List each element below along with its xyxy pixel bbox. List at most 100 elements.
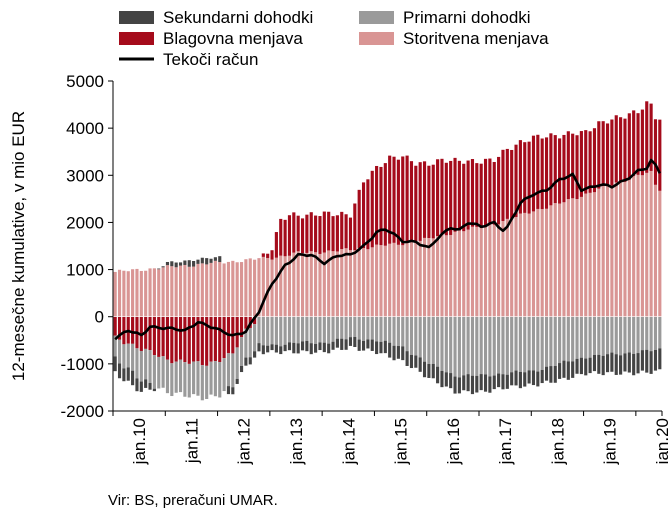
bar-storitvena-menjava bbox=[166, 265, 169, 317]
bar-storitvena-menjava bbox=[414, 243, 417, 317]
bar-sekundarni-dohodki bbox=[654, 350, 657, 371]
bar-storitvena-menjava bbox=[636, 175, 639, 317]
bar-primarni-dohodki bbox=[323, 317, 326, 343]
bar-blagovna-menjava bbox=[528, 142, 531, 214]
bar-sekundarni-dohodki bbox=[484, 374, 487, 391]
bar-blagovna-menjava bbox=[606, 123, 609, 186]
bar-storitvena-menjava bbox=[632, 176, 635, 317]
bar-sekundarni-dohodki bbox=[349, 337, 352, 346]
bar-primarni-dohodki bbox=[122, 344, 125, 368]
legend-label-blagovna-menjava: Blagovna menjava bbox=[163, 29, 303, 48]
bar-primarni-dohodki bbox=[196, 361, 199, 395]
bar-sekundarni-dohodki bbox=[249, 357, 252, 364]
bar-storitvena-menjava bbox=[567, 199, 570, 317]
bar-storitvena-menjava bbox=[436, 236, 439, 317]
bar-blagovna-menjava bbox=[310, 212, 313, 251]
bar-sekundarni-dohodki bbox=[183, 261, 186, 265]
bar-sekundarni-dohodki bbox=[201, 258, 204, 264]
bar-storitvena-menjava bbox=[218, 262, 221, 317]
bar-blagovna-menjava bbox=[345, 214, 348, 248]
bar-storitvena-menjava bbox=[310, 251, 313, 316]
bar-primarni-dohodki bbox=[135, 348, 138, 378]
bar-blagovna-menjava bbox=[349, 218, 352, 251]
bar-primarni-dohodki bbox=[528, 317, 531, 371]
bar-blagovna-menjava bbox=[292, 212, 295, 252]
bar-storitvena-menjava bbox=[453, 232, 456, 317]
bar-storitvena-menjava bbox=[153, 268, 156, 316]
bar-storitvena-menjava bbox=[384, 246, 387, 317]
y-tick-label: 3000 bbox=[66, 166, 104, 185]
bar-primarni-dohodki bbox=[340, 317, 343, 339]
bar-primarni-dohodki bbox=[305, 317, 308, 341]
bar-primarni-dohodki bbox=[597, 317, 600, 355]
bar-storitvena-menjava bbox=[654, 185, 657, 317]
bar-sekundarni-dohodki bbox=[406, 351, 409, 366]
bar-primarni-dohodki bbox=[157, 357, 160, 389]
bar-storitvena-menjava bbox=[419, 241, 422, 317]
bar-storitvena-menjava bbox=[236, 262, 239, 316]
bar-storitvena-menjava bbox=[388, 244, 391, 317]
bar-storitvena-menjava bbox=[358, 248, 361, 317]
bar-blagovna-menjava bbox=[427, 166, 430, 238]
bar-primarni-dohodki bbox=[188, 364, 191, 398]
bar-sekundarni-dohodki bbox=[327, 344, 330, 354]
bar-primarni-dohodki bbox=[606, 317, 609, 354]
bar-primarni-dohodki bbox=[458, 317, 461, 378]
bar-storitvena-menjava bbox=[628, 180, 631, 317]
bar-storitvena-menjava bbox=[580, 197, 583, 317]
bar-storitvena-menjava bbox=[127, 271, 130, 316]
bar-sekundarni-dohodki bbox=[488, 376, 491, 392]
bar-storitvena-menjava bbox=[288, 256, 291, 317]
bar-primarni-dohodki bbox=[514, 317, 517, 371]
bar-storitvena-menjava bbox=[650, 171, 653, 317]
bar-sekundarni-dohodki bbox=[131, 371, 134, 386]
bar-primarni-dohodki bbox=[575, 317, 578, 359]
bar-primarni-dohodki bbox=[131, 344, 134, 371]
bar-primarni-dohodki bbox=[236, 347, 239, 379]
bar-sekundarni-dohodki bbox=[615, 354, 618, 375]
bar-blagovna-menjava bbox=[157, 317, 160, 357]
bar-sekundarni-dohodki bbox=[236, 379, 239, 384]
bar-storitvena-menjava bbox=[602, 186, 605, 317]
bar-blagovna-menjava bbox=[284, 220, 287, 256]
bar-sekundarni-dohodki bbox=[140, 382, 143, 392]
bar-sekundarni-dohodki bbox=[135, 378, 138, 391]
bar-storitvena-menjava bbox=[157, 269, 160, 316]
bar-primarni-dohodki bbox=[257, 317, 260, 343]
bar-blagovna-menjava bbox=[488, 159, 491, 225]
bar-blagovna-menjava bbox=[323, 212, 326, 253]
bar-primarni-dohodki bbox=[471, 317, 474, 376]
bar-primarni-dohodki bbox=[375, 317, 378, 342]
bar-storitvena-menjava bbox=[449, 235, 452, 317]
bar-storitvena-menjava bbox=[589, 193, 592, 317]
bar-storitvena-menjava bbox=[340, 249, 343, 317]
bar-blagovna-menjava bbox=[493, 162, 496, 225]
bar-blagovna-menjava bbox=[510, 150, 513, 219]
bar-blagovna-menjava bbox=[654, 119, 657, 185]
bar-storitvena-menjava bbox=[584, 194, 587, 317]
bar-blagovna-menjava bbox=[453, 158, 456, 232]
bar-storitvena-menjava bbox=[231, 261, 234, 317]
bar-sekundarni-dohodki bbox=[414, 356, 417, 368]
bar-primarni-dohodki bbox=[554, 317, 557, 366]
bar-primarni-dohodki bbox=[580, 317, 583, 358]
bar-sekundarni-dohodki bbox=[266, 346, 269, 353]
bar-storitvena-menjava bbox=[196, 264, 199, 317]
bar-sekundarni-dohodki bbox=[257, 343, 260, 351]
bar-storitvena-menjava bbox=[484, 226, 487, 317]
bar-blagovna-menjava bbox=[593, 128, 596, 192]
bar-blagovna-menjava bbox=[218, 317, 221, 362]
bar-storitvena-menjava bbox=[480, 228, 483, 317]
bar-blagovna-menjava bbox=[658, 120, 661, 191]
bar-primarni-dohodki bbox=[475, 317, 478, 376]
bar-blagovna-menjava bbox=[440, 159, 443, 234]
bar-storitvena-menjava bbox=[148, 268, 151, 316]
bar-storitvena-menjava bbox=[331, 251, 334, 317]
bar-blagovna-menjava bbox=[327, 212, 330, 251]
bar-blagovna-menjava bbox=[619, 117, 622, 181]
bar-sekundarni-dohodki bbox=[358, 340, 361, 351]
bar-sekundarni-dohodki bbox=[658, 348, 661, 369]
bar-primarni-dohodki bbox=[427, 317, 430, 364]
bar-blagovna-menjava bbox=[336, 215, 339, 251]
bar-sekundarni-dohodki bbox=[175, 263, 178, 268]
